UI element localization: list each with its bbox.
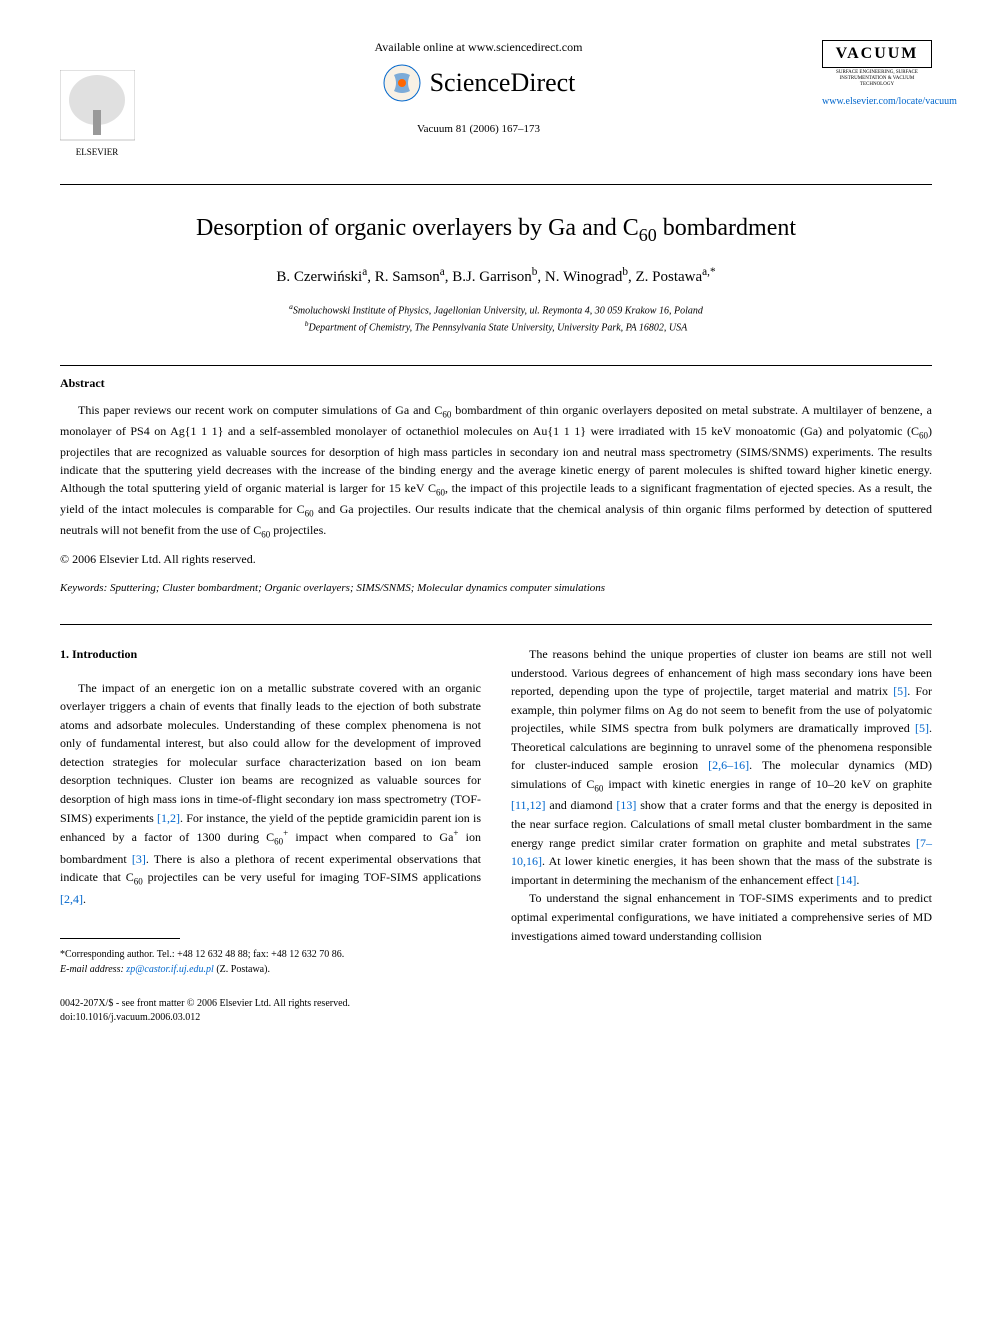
doi-footer: 0042-207X/$ - see front matter © 2006 El… [60, 997, 481, 1025]
title-divider [60, 365, 932, 366]
header-divider [60, 184, 932, 185]
left-column: 1. Introduction The impact of an energet… [60, 645, 481, 1025]
svg-text:ELSEVIER: ELSEVIER [76, 147, 119, 157]
ref-link[interactable]: [2,4] [60, 892, 83, 906]
journal-url-link[interactable]: www.elsevier.com/locate/vacuum [822, 96, 932, 107]
page-header: ELSEVIER Available online at www.science… [60, 40, 932, 164]
issn-line: 0042-207X/$ - see front matter © 2006 El… [60, 997, 481, 1011]
introduction-heading: 1. Introduction [60, 645, 481, 664]
keywords-label: Keywords: [60, 582, 107, 594]
article-title: Desorption of organic overlayers by Ga a… [60, 215, 932, 246]
corresponding-phone: *Corresponding author. Tel.: +48 12 632 … [60, 947, 481, 962]
journal-subtitle: SURFACE ENGINEERING, SURFACE INSTRUMENTA… [822, 70, 932, 88]
keywords-text: Sputtering; Cluster bombardment; Organic… [110, 582, 605, 594]
intro-paragraph-1: The impact of an energetic ion on a meta… [60, 679, 481, 909]
journal-reference: Vacuum 81 (2006) 167–173 [155, 123, 802, 135]
affiliation-a: aSmoluchowski Institute of Physics, Jage… [60, 301, 932, 318]
journal-name: VACUUM [822, 40, 932, 68]
available-online-text: Available online at www.sciencedirect.co… [155, 40, 802, 55]
corresponding-email-line: E-mail address: zp@castor.if.uj.edu.pl (… [60, 962, 481, 977]
footnote-divider [60, 938, 180, 939]
elsevier-logo: ELSEVIER [60, 70, 135, 164]
body-two-column: 1. Introduction The impact of an energet… [60, 645, 932, 1025]
abstract-divider [60, 624, 932, 625]
ref-link[interactable]: [5] [893, 684, 907, 698]
intro-paragraph-3: To understand the signal enhancement in … [511, 889, 932, 945]
ref-link[interactable]: [7–10,16] [511, 836, 932, 869]
ref-link[interactable]: [2,6–16] [708, 758, 749, 772]
author-list: B. Czerwińskia, R. Samsona, B.J. Garriso… [60, 266, 932, 286]
copyright-text: © 2006 Elsevier Ltd. All rights reserved… [60, 552, 932, 567]
sciencedirect-icon [382, 63, 422, 103]
ref-link[interactable]: [5] [915, 721, 929, 735]
sciencedirect-brand: ScienceDirect [155, 63, 802, 103]
affiliation-b: bDepartment of Chemistry, The Pennsylvan… [60, 318, 932, 335]
ref-link[interactable]: [3] [132, 852, 146, 866]
email-link[interactable]: zp@castor.if.uj.edu.pl [126, 964, 214, 975]
ref-link[interactable]: [14] [836, 873, 856, 887]
keywords-line: Keywords: Sputtering; Cluster bombardmen… [60, 582, 932, 594]
intro-paragraph-2: The reasons behind the unique properties… [511, 645, 932, 889]
corresponding-author-note: *Corresponding author. Tel.: +48 12 632 … [60, 947, 481, 977]
doi-line: doi:10.1016/j.vacuum.2006.03.012 [60, 1011, 481, 1025]
center-header: Available online at www.sciencedirect.co… [155, 40, 802, 135]
ref-link[interactable]: [13] [616, 798, 636, 812]
elsevier-tree-icon: ELSEVIER [60, 70, 135, 160]
abstract-heading: Abstract [60, 376, 932, 391]
ref-link[interactable]: [11,12] [511, 798, 546, 812]
ref-link[interactable]: [1,2] [157, 811, 180, 825]
right-column: The reasons behind the unique properties… [511, 645, 932, 1025]
sciencedirect-text: ScienceDirect [430, 68, 576, 98]
journal-logo-block: VACUUM SURFACE ENGINEERING, SURFACE INST… [822, 40, 932, 107]
affiliations: aSmoluchowski Institute of Physics, Jage… [60, 301, 932, 336]
abstract-body: This paper reviews our recent work on co… [60, 401, 932, 541]
